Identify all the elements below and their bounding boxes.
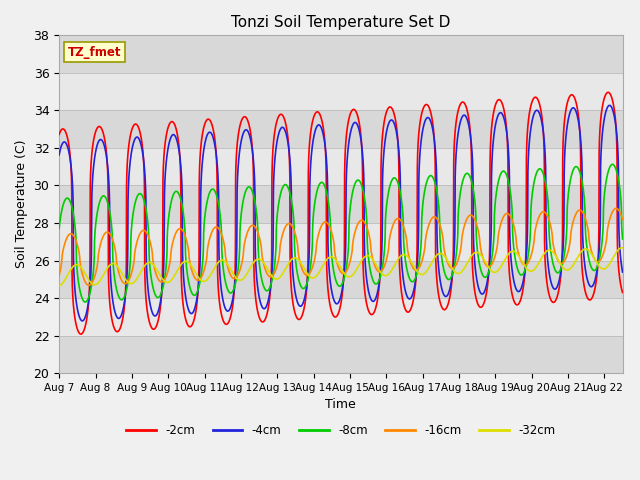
- X-axis label: Time: Time: [326, 398, 356, 411]
- Title: Tonzi Soil Temperature Set D: Tonzi Soil Temperature Set D: [231, 15, 451, 30]
- Bar: [59, 298, 623, 336]
- Bar: [59, 110, 623, 148]
- Y-axis label: Soil Temperature (C): Soil Temperature (C): [15, 140, 28, 268]
- Bar: [59, 73, 623, 110]
- Bar: [59, 336, 623, 373]
- Bar: [59, 36, 623, 73]
- Bar: [59, 261, 623, 298]
- Bar: [59, 148, 623, 185]
- Bar: [59, 185, 623, 223]
- Legend: -2cm, -4cm, -8cm, -16cm, -32cm: -2cm, -4cm, -8cm, -16cm, -32cm: [122, 420, 560, 442]
- Bar: [59, 223, 623, 261]
- Text: TZ_fmet: TZ_fmet: [68, 46, 121, 59]
